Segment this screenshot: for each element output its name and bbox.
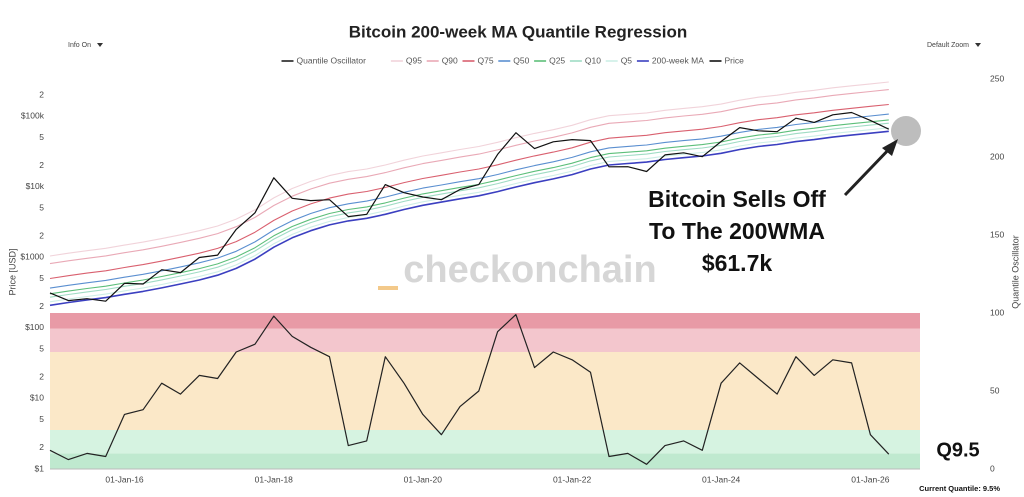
dropdown-arrow[interactable]	[975, 43, 981, 47]
series-line	[49, 130, 889, 307]
y-tick-label: 5	[39, 414, 44, 424]
series-lines	[49, 81, 890, 465]
footer: Current Quantile: 9.5%	[919, 484, 1000, 493]
y-tick-label: 5	[39, 202, 44, 212]
legend-label: Q90	[442, 55, 458, 65]
y-tick-label: 2	[39, 442, 44, 452]
x-tick-label: 01-Jan-16	[105, 474, 144, 484]
series-line	[49, 111, 890, 302]
series-line	[49, 119, 889, 295]
annotation: Bitcoin Sells Off To The 200WMA $61.7k	[648, 186, 826, 276]
series-line	[49, 89, 889, 265]
y2-tick-label: 50	[990, 385, 1000, 395]
x-tick-label: 01-Jan-22	[553, 474, 592, 484]
zoom-control[interactable]: Default Zoom	[927, 42, 981, 49]
legend-label: Price	[725, 55, 745, 65]
x-tick-label: 01-Jan-18	[255, 474, 294, 484]
legend-label: Q50	[513, 55, 529, 65]
annotation-line: Bitcoin Sells Off	[648, 186, 826, 212]
chart-title: Bitcoin 200-week MA Quantile Regression	[349, 22, 688, 41]
series-line	[49, 127, 889, 303]
legend: Quantile Oscillator Q95 Q90 Q75 Q50 Q25 Q10 Q5 2…	[281, 55, 745, 65]
legend-label: Q10	[585, 55, 601, 65]
watermark-accent	[378, 286, 398, 290]
x-tick-label: 01-Jan-26	[851, 474, 890, 484]
y2-tick-label: 150	[990, 229, 1004, 239]
annotation-line: $61.7k	[702, 250, 773, 276]
dropdown-arrow[interactable]	[97, 43, 103, 47]
highlight-circle	[891, 116, 921, 146]
y2-tick-label: 100	[990, 307, 1004, 317]
series-line	[49, 81, 889, 257]
legend-label: Q95	[406, 55, 422, 65]
y2-tick-label: 0	[990, 463, 995, 473]
y2-tick-label: 250	[990, 73, 1004, 83]
legend-label: Quantile Oscillator	[297, 55, 367, 65]
info-control[interactable]: Info On	[68, 42, 103, 49]
y-tick-label: 2	[39, 89, 44, 99]
annotation-line: To The 200WMA	[649, 218, 825, 244]
y-tick-label: 5	[39, 132, 44, 142]
quantile-band	[50, 313, 920, 329]
y-tick-label: $100k	[21, 111, 45, 121]
series-line	[49, 122, 889, 298]
x-tick-label: 01-Jan-24	[702, 474, 741, 484]
y-tick-label: 2	[39, 231, 44, 241]
y-tick-label: 2	[39, 372, 44, 382]
y-axis-title: Price [USD]	[7, 248, 17, 295]
arrow-head	[882, 139, 898, 156]
y2-axis-title: Quantile Oscillator	[1010, 235, 1020, 309]
legend-label: 200-week MA	[652, 55, 704, 65]
legend-label: Q25	[549, 55, 565, 65]
y-tick-label: $10	[30, 393, 44, 403]
y-tick-label: 5	[39, 273, 44, 283]
x-tick-label: 01-Jan-20	[404, 474, 443, 484]
quantile-bands	[50, 313, 920, 469]
legend-label: Q5	[621, 55, 633, 65]
info-toggle[interactable]: Info On	[68, 42, 91, 49]
series-line	[49, 103, 889, 280]
y-tick-label: $10k	[26, 181, 45, 191]
y-tick-label: $1000	[20, 252, 44, 262]
quantile-band	[50, 328, 920, 352]
zoom-select[interactable]: Default Zoom	[927, 42, 969, 49]
y-tick-label: $1	[35, 463, 45, 473]
oscillator-line	[49, 314, 890, 465]
quantile-band	[50, 352, 920, 430]
y-tick-label: 2	[39, 160, 44, 170]
y-tick-label: 2	[39, 301, 44, 311]
y-tick-label: $100	[25, 322, 44, 332]
y2-tick-label: 200	[990, 151, 1004, 161]
y-tick-label: 5	[39, 343, 44, 353]
quantile-band	[50, 453, 920, 469]
annotation-arrow	[843, 143, 895, 197]
legend-label: Q75	[478, 55, 494, 65]
quantile-band	[50, 430, 920, 454]
quantile-label: Q9.5	[936, 439, 979, 461]
watermark: checkonchain	[403, 249, 656, 291]
